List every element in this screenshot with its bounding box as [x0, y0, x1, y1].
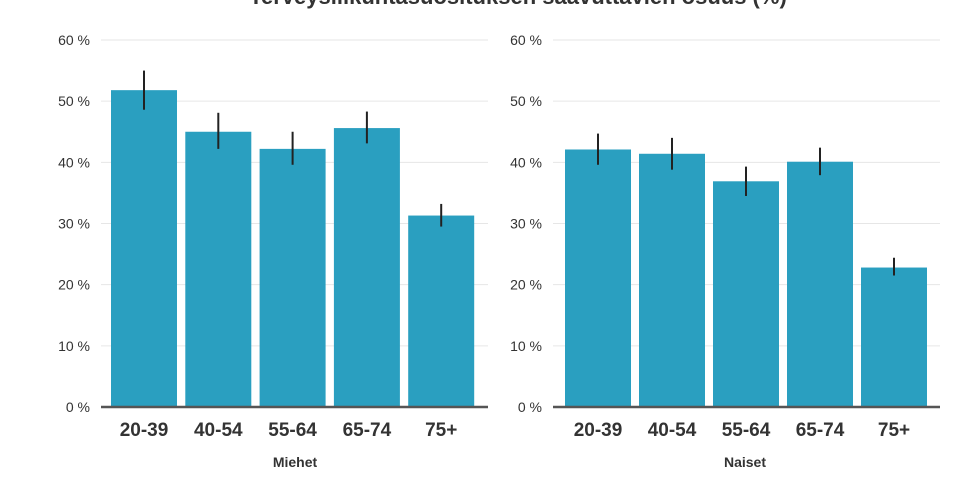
bar-55-64: [259, 148, 326, 408]
y-tick-label: 60 %: [510, 32, 542, 48]
bar-55-64: [713, 181, 779, 407]
y-tick-label: 0 %: [518, 399, 542, 415]
bar-40-54: [639, 153, 705, 407]
bar-65-74: [787, 161, 853, 407]
panel-label: Naiset: [724, 454, 766, 470]
y-tick-label: 0 %: [66, 399, 90, 415]
y-tick-label: 10 %: [58, 338, 90, 354]
y-tick-label: 10 %: [510, 338, 542, 354]
chart-title: Terveysliikuntasuosituksen saavuttavien …: [249, 0, 787, 9]
panel-label: Miehet: [273, 454, 318, 470]
x-tick-label: 75+: [425, 420, 457, 441]
bar-75+: [861, 267, 927, 407]
bar-65-74: [333, 128, 400, 407]
y-tick-label: 30 %: [510, 216, 542, 232]
x-tick-label: 55-64: [268, 420, 317, 441]
x-tick-label: 55-64: [722, 420, 771, 441]
x-tick-label: 20-39: [574, 420, 623, 441]
bar-75+: [408, 215, 475, 407]
y-tick-label: 40 %: [58, 154, 90, 170]
y-tick-label: 60 %: [58, 32, 90, 48]
y-tick-label: 20 %: [510, 277, 542, 293]
x-tick-label: 40-54: [194, 420, 243, 441]
panel-naiset: 0 % 10 % 20 % 30 % 40 % 50 % 60 % 20-39 40-54 55-…: [510, 32, 940, 470]
bar-40-54: [185, 131, 252, 407]
y-tick-label: 20 %: [58, 277, 90, 293]
y-tick-label: 50 %: [58, 93, 90, 109]
bar-20-39: [565, 149, 631, 407]
x-tick-label: 20-39: [120, 420, 169, 441]
x-tick-label: 75+: [878, 420, 910, 441]
chart-panels: 0 % 10 % 20 % 30 % 40 % 50 % 60 % 20-39 40-54 55-…: [58, 32, 940, 470]
x-tick-label: 65-74: [796, 420, 845, 441]
bar-20-39: [111, 90, 177, 407]
y-tick-label: 50 %: [510, 93, 542, 109]
panel-miehet: 0 % 10 % 20 % 30 % 40 % 50 % 60 % 20-39 40-54 55-…: [58, 32, 488, 470]
y-tick-label: 30 %: [58, 216, 90, 232]
x-tick-label: 40-54: [648, 420, 697, 441]
y-tick-label: 40 %: [510, 154, 542, 170]
x-tick-label: 65-74: [343, 420, 392, 441]
